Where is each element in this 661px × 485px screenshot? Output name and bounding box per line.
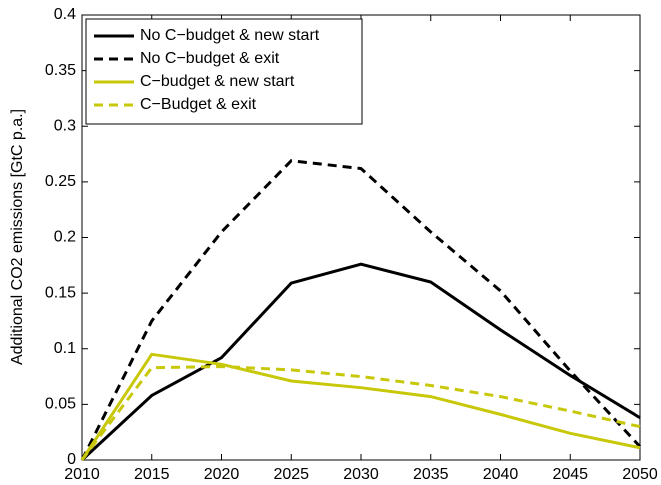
series-line (80, 352, 641, 461)
legend-label: No C−budget & exit (140, 50, 280, 67)
series-line (80, 365, 641, 461)
y-tick-label: 0.1 (54, 340, 76, 357)
x-tick-label: 2010 (64, 466, 100, 483)
y-tick-label: 0.35 (45, 62, 76, 79)
y-axis-label: Additional CO2 emissions [GtC p.a.] (9, 109, 26, 365)
y-tick-label: 0.15 (45, 284, 76, 301)
x-tick-label: 2035 (413, 466, 449, 483)
x-tick-label: 2015 (134, 466, 170, 483)
x-tick-label: 2020 (204, 466, 240, 483)
y-tick-label: 0.4 (54, 6, 76, 23)
y-tick-label: 0.05 (45, 396, 76, 413)
y-tick-label: 0.3 (54, 117, 76, 134)
legend-label: C−budget & new start (140, 73, 295, 90)
series-line (80, 262, 641, 462)
x-tick-label: 2040 (483, 466, 519, 483)
y-tick-label: 0.2 (54, 229, 76, 246)
x-tick-label: 2045 (552, 466, 588, 483)
legend-label: C−Budget & exit (140, 96, 257, 113)
y-tick-label: 0 (67, 451, 76, 468)
legend-label: No C−budget & new start (140, 27, 320, 44)
x-tick-label: 2025 (273, 466, 309, 483)
y-tick-label: 0.25 (45, 173, 76, 190)
x-tick-label: 2050 (622, 466, 658, 483)
series-line (80, 159, 642, 461)
x-tick-label: 2030 (343, 466, 379, 483)
